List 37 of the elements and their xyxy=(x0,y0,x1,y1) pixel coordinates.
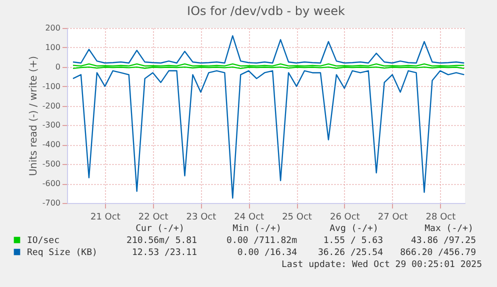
text: 36.26 /25.54 xyxy=(318,248,383,258)
text: 43.86 /97.25 xyxy=(410,236,476,246)
y-tick-label: 200 xyxy=(45,24,60,32)
text: Last update: Wed Oct 29 00:25:01 2025 xyxy=(282,260,482,270)
y-tick-label: -700 xyxy=(42,198,60,208)
text: 210.56m/ 5.81 xyxy=(126,236,197,246)
y-tick-label: -400 xyxy=(42,140,60,150)
text: 866.20 /456.79 xyxy=(400,248,476,258)
y-tick-label: -300 xyxy=(42,120,60,130)
x-tick-label: 22 Oct xyxy=(138,212,169,222)
line-series xyxy=(72,35,465,64)
text: Cur (-/+) xyxy=(136,224,184,234)
chart-title: IOs for /dev/vdb - by week xyxy=(187,4,345,18)
x-tick-label: 27 Oct xyxy=(378,212,408,222)
y-tick-label: -100 xyxy=(42,82,60,91)
text: 0.00 /711.82m xyxy=(226,236,297,246)
x-tick-label: 21 Oct xyxy=(90,212,121,222)
line-series xyxy=(72,70,465,199)
text: Max (-/+) xyxy=(424,224,474,234)
text: Avg (-/+) xyxy=(330,224,378,234)
y-axis-title: Units read (-) / write (+) xyxy=(28,56,40,176)
text: 12.53 /23.11 xyxy=(132,248,197,258)
text: 1.55 / 5.63 xyxy=(323,236,383,246)
y-tick-label: -200 xyxy=(42,101,60,110)
y-tick-label: 0 xyxy=(55,62,60,72)
y-tick-label: -600 xyxy=(42,179,60,188)
x-tick-label: 26 Oct xyxy=(330,212,360,222)
x-tick-label: 28 Oct xyxy=(426,212,456,222)
x-tick-label: 23 Oct xyxy=(186,212,217,222)
x-tick-label: 24 Oct xyxy=(234,212,265,222)
text: Min (-/+) xyxy=(232,224,282,234)
y-tick-label: 100 xyxy=(45,42,60,52)
text: 0.00 /16.34 xyxy=(237,248,297,258)
x-tick-label: 25 Oct xyxy=(282,212,312,222)
legend-label: IO/sec xyxy=(27,236,60,246)
y-tick-label: -500 xyxy=(42,160,60,169)
legend-label: Req Size (KB) xyxy=(27,248,98,258)
